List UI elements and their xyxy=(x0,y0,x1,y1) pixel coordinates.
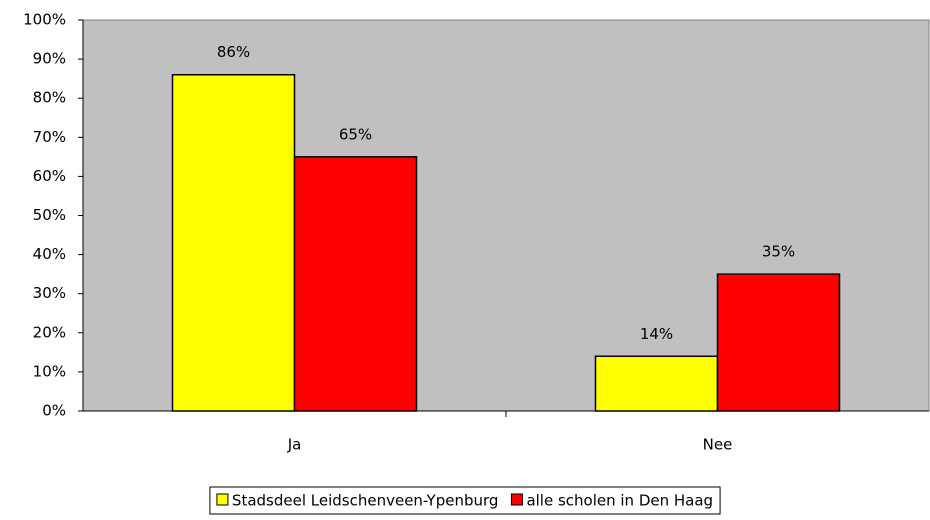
legend-swatch xyxy=(510,493,523,506)
y-tick-label: 90% xyxy=(33,50,66,68)
legend-swatch xyxy=(216,493,229,506)
data-label: 86% xyxy=(217,43,250,61)
y-tick-label: 40% xyxy=(33,245,66,263)
y-tick-label: 80% xyxy=(33,89,66,107)
legend-label: Stadsdeel Leidschenveen-Ypenburg xyxy=(232,492,499,510)
bar xyxy=(171,73,296,412)
y-tick-label: 70% xyxy=(33,128,66,146)
legend xyxy=(209,486,721,515)
bar xyxy=(716,273,841,412)
y-tick-label: 30% xyxy=(33,284,66,302)
bar xyxy=(293,156,418,412)
x-tick-label: Ja xyxy=(287,436,302,454)
y-tick-label: 60% xyxy=(33,167,66,185)
y-tick-label: 20% xyxy=(33,323,66,341)
y-tick-label: 10% xyxy=(33,362,66,380)
data-label: 65% xyxy=(339,125,372,143)
y-tick-label: 50% xyxy=(33,206,66,224)
data-label: 35% xyxy=(762,243,795,261)
x-tick-label: Nee xyxy=(703,436,733,454)
legend-label: alle scholen in Den Haag xyxy=(526,492,713,510)
data-label: 14% xyxy=(640,325,673,343)
y-tick-label: 100% xyxy=(23,11,66,29)
y-tick-label: 0% xyxy=(42,402,66,420)
bar xyxy=(594,355,719,412)
